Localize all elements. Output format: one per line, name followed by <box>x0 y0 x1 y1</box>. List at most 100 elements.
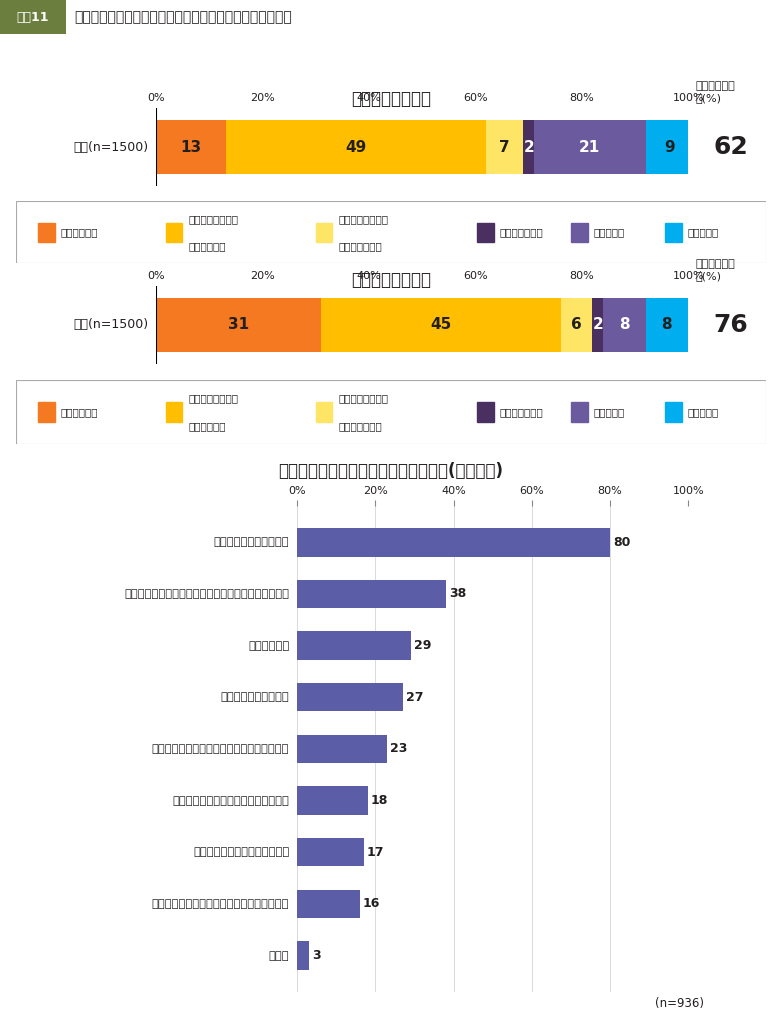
Text: 9: 9 <box>664 139 675 155</box>
Text: 16: 16 <box>363 898 380 910</box>
Text: 低くなっている: 低くなっている <box>500 227 543 238</box>
Bar <box>297 528 610 557</box>
Text: 60%: 60% <box>463 93 488 103</box>
Text: 高まっている: 高まっている <box>188 241 226 251</box>
Bar <box>297 889 360 918</box>
Text: 国民一人ひとりの防災意識低下: 国民一人ひとりの防災意識低下 <box>193 847 289 857</box>
Text: 6: 6 <box>571 317 582 333</box>
Text: 18: 18 <box>371 794 388 807</box>
Bar <box>571 222 588 243</box>
Text: 13: 13 <box>181 139 202 155</box>
Bar <box>665 222 682 243</box>
Bar <box>603 298 646 352</box>
Text: どちらかというと: どちらかというと <box>339 214 389 224</box>
Bar <box>477 222 494 243</box>
Bar <box>297 631 411 660</box>
Text: グローバル化による被害の波及範囲の広がり: グローバル化による被害の波及範囲の広がり <box>152 744 289 754</box>
Bar <box>297 580 446 608</box>
Text: 近年の異常気象の頻繁化: 近年の異常気象の頻繁化 <box>213 537 289 547</box>
Text: 高まっている: 高まっている <box>61 227 99 238</box>
Text: 60%: 60% <box>463 271 488 281</box>
Bar <box>321 298 561 352</box>
Bar <box>297 838 364 867</box>
Text: 38: 38 <box>449 588 466 600</box>
Text: 災害リスクが高まっていると思う理由(複数回答): 災害リスクが高まっていると思う理由(複数回答) <box>278 463 504 480</box>
Text: 40%: 40% <box>357 93 382 103</box>
Text: 8: 8 <box>619 317 630 333</box>
Text: 45: 45 <box>430 317 451 333</box>
Text: 2: 2 <box>593 317 603 333</box>
Bar <box>561 298 593 352</box>
Text: 全体(n=1500): 全体(n=1500) <box>74 318 149 332</box>
Text: 0%: 0% <box>148 93 165 103</box>
Text: 17: 17 <box>367 846 384 858</box>
Text: 100%: 100% <box>673 93 704 103</box>
Text: 62: 62 <box>714 135 748 159</box>
Bar <box>38 222 55 243</box>
Text: 29: 29 <box>414 639 431 652</box>
Text: 変化はない: 変化はない <box>594 407 625 417</box>
Bar <box>486 120 523 175</box>
Text: 8: 8 <box>662 317 673 333</box>
Text: 2: 2 <box>523 139 534 155</box>
Bar <box>156 298 321 352</box>
Text: 20%: 20% <box>250 93 275 103</box>
Bar <box>593 298 603 352</box>
Text: 地方部における高齢化: 地方部における高齢化 <box>221 692 289 702</box>
Text: 100%: 100% <box>673 271 704 281</box>
Text: 都市化の進行: 都市化の進行 <box>248 640 289 651</box>
Bar <box>297 786 368 815</box>
Text: 漠然と災害リスクが高まっていると思うため: 漠然と災害リスクが高まっていると思うため <box>152 899 289 909</box>
Text: 低くなっている: 低くなっている <box>339 241 382 251</box>
Bar <box>571 402 588 422</box>
Text: 31: 31 <box>228 317 249 333</box>
Text: 変化はない: 変化はない <box>594 227 625 238</box>
Text: 20%: 20% <box>250 271 275 281</box>
Text: どちらかというと: どちらかというと <box>339 394 389 403</box>
Bar <box>316 402 332 422</box>
Text: 低くなると思う: 低くなると思う <box>339 421 382 431</box>
Text: どちらかというと: どちらかというと <box>188 214 239 224</box>
Bar <box>665 402 682 422</box>
Text: 高まると思う
計(%): 高まると思う 計(%) <box>696 258 736 281</box>
Text: わからない: わからない <box>687 407 719 417</box>
Text: 7: 7 <box>500 139 510 155</box>
Bar <box>477 402 494 422</box>
Bar <box>38 402 55 422</box>
Text: 49: 49 <box>345 139 367 155</box>
Bar <box>166 402 182 422</box>
Text: 40%: 40% <box>357 271 382 281</box>
Text: 27: 27 <box>406 691 423 703</box>
Bar <box>297 683 403 712</box>
Text: 80: 80 <box>613 536 630 549</box>
Bar <box>156 120 225 175</box>
Bar <box>646 120 694 175</box>
Text: 高まると思う: 高まると思う <box>61 407 99 417</box>
Bar <box>0 0 66 34</box>
Text: (n=936): (n=936) <box>655 997 704 1010</box>
Text: その他: その他 <box>269 950 289 961</box>
Bar <box>225 120 486 175</box>
Text: 低くなると思う: 低くなると思う <box>500 407 543 417</box>
Text: 高まると思う: 高まると思う <box>188 421 226 431</box>
Text: どちらかというと: どちらかというと <box>188 394 239 403</box>
Bar <box>534 120 646 175</box>
Text: 0%: 0% <box>148 271 165 281</box>
Bar <box>523 120 534 175</box>
Text: 76: 76 <box>714 313 748 337</box>
Text: 80%: 80% <box>569 93 594 103</box>
Bar <box>297 941 309 970</box>
Text: 将来の災害リスク: 将来の災害リスク <box>351 272 431 289</box>
Bar <box>297 734 387 763</box>
Text: 全体(n=1500): 全体(n=1500) <box>74 140 149 154</box>
Text: 23: 23 <box>390 743 407 755</box>
Bar <box>646 298 688 352</box>
Text: わからない: わからない <box>687 227 719 238</box>
Text: 高まっている
計(%): 高まっている 計(%) <box>696 81 736 103</box>
Text: 80%: 80% <box>569 271 594 281</box>
Text: 3: 3 <box>312 949 321 962</box>
Bar <box>166 222 182 243</box>
Text: 図表11: 図表11 <box>16 10 49 24</box>
Text: 21: 21 <box>579 139 601 155</box>
Text: 地域コミュニティの希薄化等による地域の防災力低下: 地域コミュニティの希薄化等による地域の防災力低下 <box>124 589 289 599</box>
